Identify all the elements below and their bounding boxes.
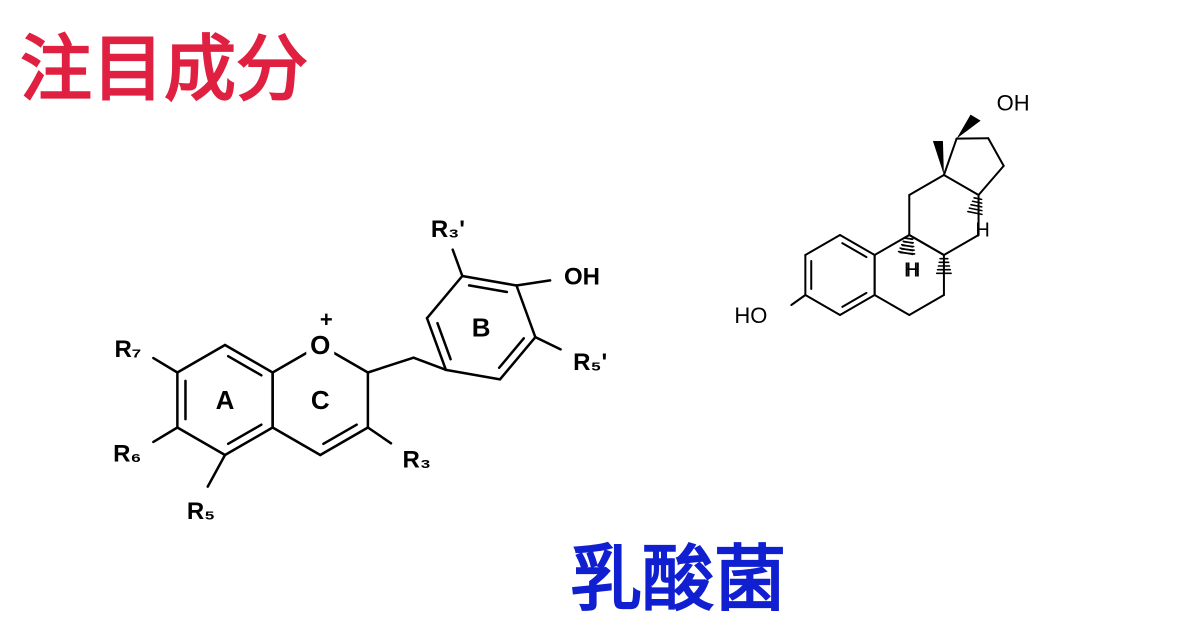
svg-text:A: A bbox=[216, 385, 235, 415]
svg-text:H: H bbox=[975, 219, 989, 241]
svg-text:OH: OH bbox=[564, 264, 600, 291]
svg-text:+: + bbox=[320, 307, 333, 332]
estradiol-structure: HOOHHHH bbox=[720, 40, 1200, 390]
svg-text:R₇: R₇ bbox=[114, 336, 141, 363]
svg-text:R₆: R₆ bbox=[113, 440, 141, 467]
figure-canvas: 注目成分 乳酸菌 O+ACBR₇R₆R₅R₃R₃'OHR₅' HOOHHHH bbox=[0, 0, 1200, 630]
svg-text:R₅: R₅ bbox=[187, 498, 215, 525]
svg-text:R₃': R₃' bbox=[431, 216, 465, 243]
svg-text:HO: HO bbox=[734, 303, 767, 328]
title-label: 注目成分 bbox=[20, 10, 308, 115]
svg-text:R₃: R₃ bbox=[403, 447, 431, 474]
svg-text:C: C bbox=[311, 385, 330, 415]
anthocyanidin-structure: O+ A C B R₇ R₆ R₅ R₃ R₃' OH R₅' bbox=[60, 150, 740, 620]
svg-text:R₅': R₅' bbox=[573, 349, 607, 376]
svg-text:B: B bbox=[472, 313, 491, 343]
svg-text:OH: OH bbox=[997, 90, 1030, 115]
svg-text:H: H bbox=[904, 259, 918, 281]
svg-text:O: O bbox=[310, 330, 330, 360]
